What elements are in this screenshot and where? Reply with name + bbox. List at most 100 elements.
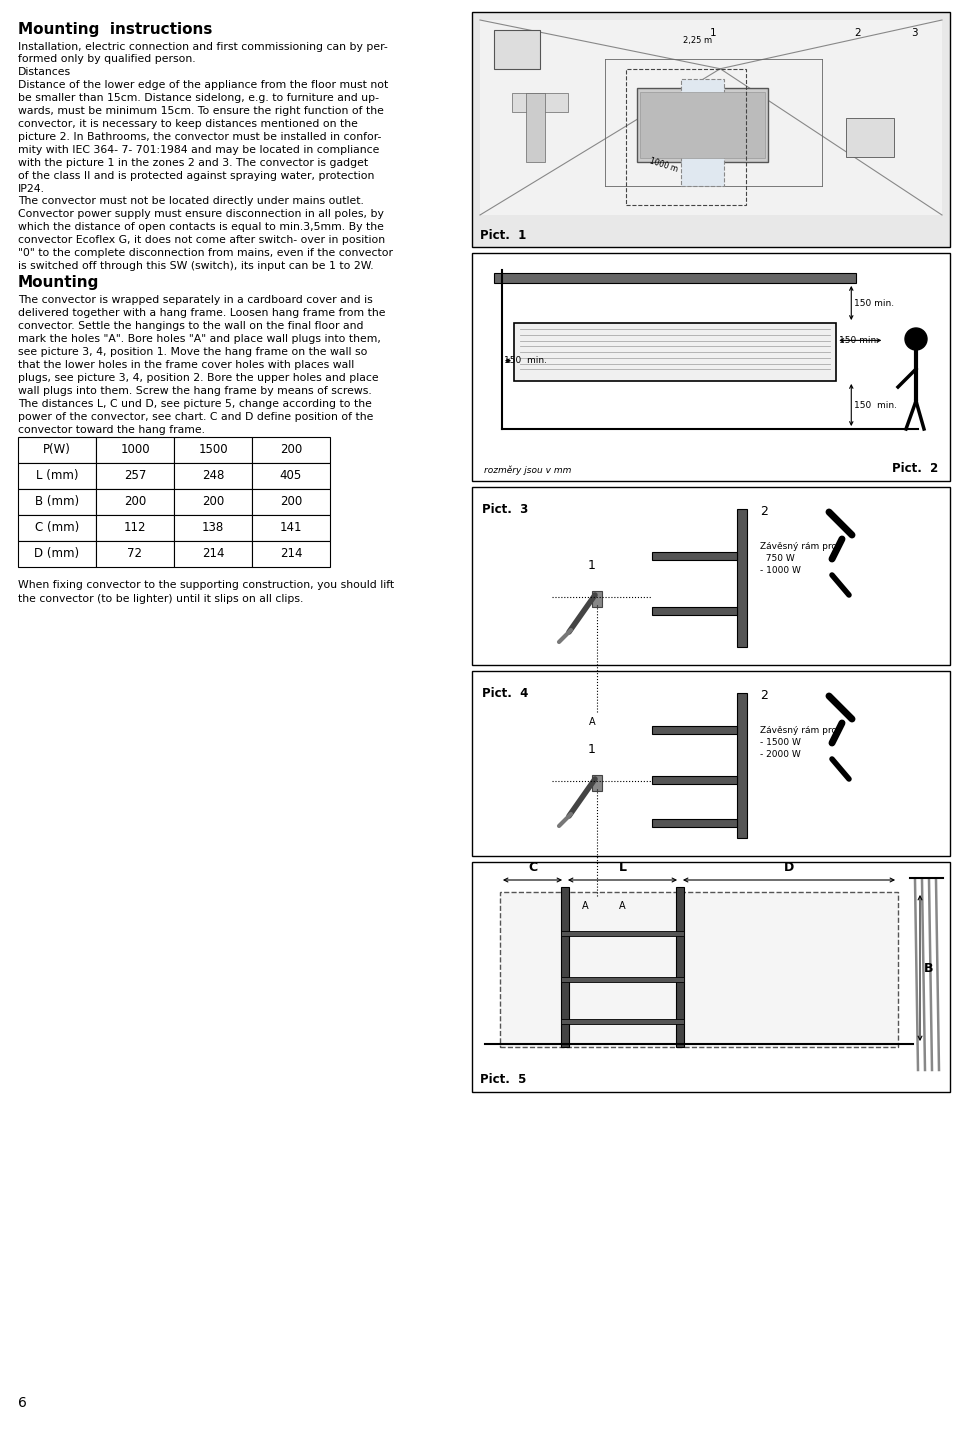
Text: B: B — [924, 961, 933, 974]
Bar — [561, 931, 684, 935]
Bar — [174, 489, 252, 514]
Text: rozměry jsou v mm: rozměry jsou v mm — [484, 466, 571, 476]
Text: 6: 6 — [18, 1395, 27, 1410]
Text: D (mm): D (mm) — [35, 547, 80, 560]
Text: Mounting  instructions: Mounting instructions — [18, 22, 212, 37]
Text: C (mm): C (mm) — [35, 522, 79, 535]
Bar — [652, 819, 737, 828]
Text: L: L — [618, 861, 627, 874]
Text: 1: 1 — [710, 27, 716, 37]
Text: 3: 3 — [911, 27, 918, 37]
Text: Závěsný rám pro:
- 1500 W
- 2000 W: Závěsný rám pro: - 1500 W - 2000 W — [760, 726, 840, 759]
Bar — [627, 69, 746, 205]
Bar — [252, 540, 330, 566]
Bar — [96, 437, 174, 463]
Bar — [174, 540, 252, 566]
Bar — [472, 671, 950, 856]
Bar — [500, 892, 898, 1048]
Text: 1: 1 — [588, 559, 595, 572]
Bar — [472, 487, 950, 665]
Polygon shape — [480, 185, 942, 216]
Bar — [18, 489, 96, 514]
Bar — [493, 30, 540, 69]
Text: 150 min.: 150 min. — [854, 299, 895, 308]
Text: 200: 200 — [280, 443, 302, 456]
Bar — [637, 88, 768, 162]
Text: Pict.  4: Pict. 4 — [482, 687, 528, 700]
Text: Pict.  1: Pict. 1 — [480, 228, 526, 241]
Bar — [18, 514, 96, 540]
Text: C: C — [528, 861, 537, 874]
Bar — [472, 11, 950, 247]
Bar — [252, 463, 330, 489]
Bar — [737, 509, 747, 647]
Bar — [561, 977, 684, 983]
Text: 2: 2 — [759, 688, 767, 703]
Text: A: A — [582, 901, 588, 911]
Text: 1: 1 — [588, 743, 595, 756]
Text: 150  min.: 150 min. — [504, 356, 547, 365]
Bar — [561, 1019, 684, 1025]
Bar — [561, 887, 569, 1048]
Text: 1500: 1500 — [198, 443, 228, 456]
Text: L (mm): L (mm) — [36, 468, 79, 481]
Text: 150 min.: 150 min. — [839, 336, 879, 345]
Text: Distance of the lower edge of the appliance from the floor must not
be smaller t: Distance of the lower edge of the applia… — [18, 79, 388, 194]
Bar — [652, 606, 737, 615]
Text: 2: 2 — [759, 504, 767, 517]
Text: 138: 138 — [202, 522, 224, 535]
Text: Distances: Distances — [18, 68, 71, 78]
Text: A: A — [619, 901, 626, 911]
Bar — [592, 591, 602, 606]
Text: 405: 405 — [280, 468, 302, 481]
Bar — [514, 323, 836, 381]
Text: 150  min.: 150 min. — [854, 401, 898, 410]
Bar — [174, 514, 252, 540]
Text: 214: 214 — [202, 547, 225, 560]
Bar — [18, 463, 96, 489]
Text: 1000: 1000 — [120, 443, 150, 456]
Bar — [737, 693, 747, 838]
Text: Mounting: Mounting — [18, 274, 100, 290]
Text: 257: 257 — [124, 468, 146, 481]
Text: 141: 141 — [279, 522, 302, 535]
Bar — [640, 92, 764, 158]
Text: Pict.  3: Pict. 3 — [482, 503, 528, 516]
Text: 200: 200 — [124, 494, 146, 509]
Text: 200: 200 — [202, 494, 224, 509]
Text: A: A — [589, 717, 595, 727]
Text: Installation, electric connection and first commissioning can by per-: Installation, electric connection and fi… — [18, 42, 388, 52]
Bar — [592, 775, 602, 790]
Bar — [96, 463, 174, 489]
Bar — [513, 93, 567, 112]
Bar — [96, 540, 174, 566]
Bar — [252, 514, 330, 540]
Text: When fixing convector to the supporting construction, you should lift
the convec: When fixing convector to the supporting … — [18, 581, 395, 604]
Text: P(W): P(W) — [43, 443, 71, 456]
Bar — [494, 273, 856, 283]
Text: formed only by qualified person.: formed only by qualified person. — [18, 55, 196, 65]
Text: Závěsný rám pro:
  750 W
- 1000 W: Závěsný rám pro: 750 W - 1000 W — [760, 542, 840, 575]
Bar — [652, 776, 737, 785]
Bar — [174, 437, 252, 463]
Text: 214: 214 — [279, 547, 302, 560]
Bar — [652, 726, 737, 734]
Bar — [846, 118, 894, 157]
Text: 72: 72 — [128, 547, 142, 560]
Bar — [472, 253, 950, 481]
Bar — [676, 887, 684, 1048]
Text: B (mm): B (mm) — [35, 494, 79, 509]
Text: Pict.  5: Pict. 5 — [480, 1073, 526, 1086]
Bar — [472, 862, 950, 1092]
Text: The convector is wrapped separately in a cardboard cover and is
delivered togeth: The convector is wrapped separately in a… — [18, 295, 386, 435]
Bar — [681, 79, 724, 185]
Bar — [96, 489, 174, 514]
Text: Pict.  2: Pict. 2 — [892, 463, 938, 476]
Bar — [480, 20, 942, 216]
Bar — [526, 93, 544, 162]
Text: 2: 2 — [854, 27, 861, 37]
Bar — [652, 552, 737, 560]
Text: 200: 200 — [280, 494, 302, 509]
Bar — [96, 514, 174, 540]
Text: The convector must not be located directly under mains outlet.
Convector power s: The convector must not be located direct… — [18, 195, 393, 272]
